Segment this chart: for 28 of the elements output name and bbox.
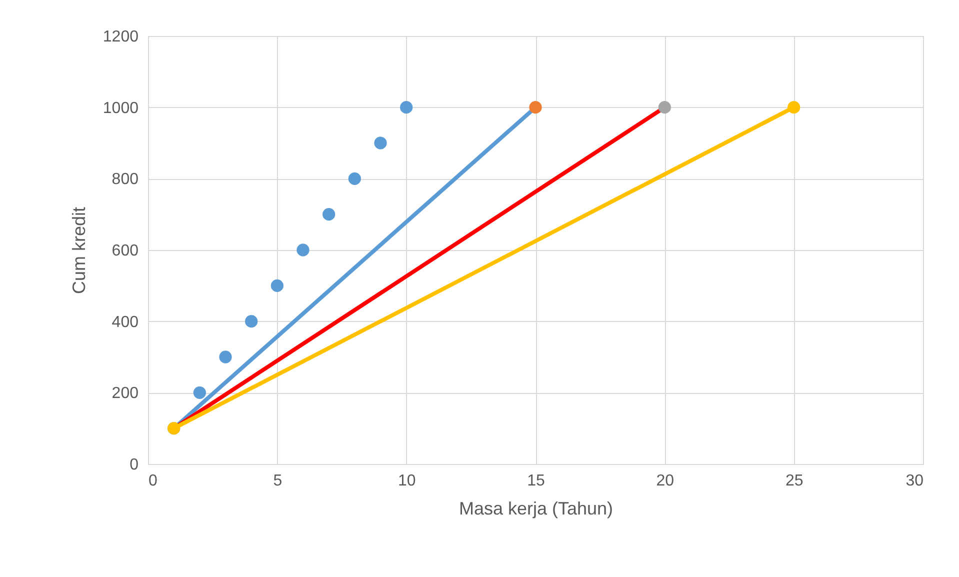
y-tick-label: 1000 [102,100,139,117]
y-tick-label: 600 [112,242,139,260]
x-tick-label: 5 [273,472,282,490]
y-tick-label: 1200 [102,28,139,46]
y-tick-label: 800 [112,171,139,188]
y-tick-label: 0 [130,456,139,474]
x-tick-label: 10 [398,472,416,490]
y-tick-label: 200 [112,385,139,402]
point [193,386,206,399]
y-tick-label: 400 [112,314,139,331]
point [400,101,413,114]
x-tick-label: 20 [656,472,674,490]
point [296,244,310,256]
point [788,101,800,114]
x-tick-label: 15 [527,472,545,490]
point [529,101,542,114]
point [374,136,387,150]
x-tick-label: 30 [906,472,924,490]
y-axis-title: Cum kredit [68,206,89,294]
x-tick-label: 25 [785,472,804,490]
point [270,279,284,292]
point [245,315,258,328]
point [348,172,361,185]
x-tick-label: 0 [148,472,158,490]
x-axis-title: Masa kerja (Tahun) [458,498,614,518]
point [322,208,336,221]
point [219,350,232,364]
point [658,101,671,114]
